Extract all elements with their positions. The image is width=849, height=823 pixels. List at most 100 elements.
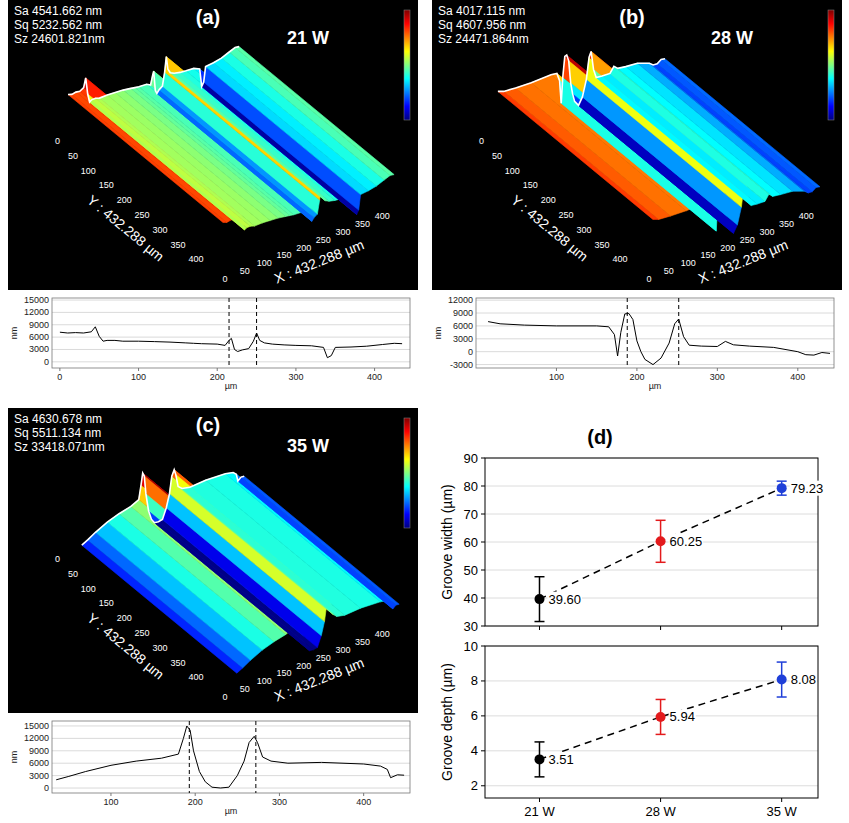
x-tick-label: 200 bbox=[210, 372, 225, 382]
x-tick-label: 400 bbox=[790, 372, 805, 382]
x-axis-title: X : 432.288 µm bbox=[272, 236, 366, 286]
profile-chart: 030006000900012000150000100200300400µmnm bbox=[8, 292, 418, 391]
x-tick-label: 350 bbox=[355, 637, 370, 647]
y-tick-label: 12000 bbox=[448, 295, 473, 305]
plot-frame bbox=[52, 721, 410, 793]
plot-area bbox=[488, 298, 830, 368]
grid-line bbox=[52, 337, 410, 338]
x-tick bbox=[781, 798, 782, 802]
surface-strip bbox=[221, 52, 384, 186]
surface-strip bbox=[626, 63, 793, 194]
y-tick-label: 6 bbox=[471, 708, 478, 723]
y-axis-title: nm bbox=[9, 327, 19, 340]
x-tick-label: 300 bbox=[710, 372, 725, 382]
y-tick-label: -3000 bbox=[450, 360, 473, 370]
error-cap bbox=[777, 494, 787, 496]
groove-chart: 24681021 W28 W35 WGroove depth (µm)3.515… bbox=[439, 639, 818, 820]
error-cap bbox=[777, 661, 787, 663]
x-tick-label: 350 bbox=[355, 219, 370, 229]
roughness-stat: Sq 5232.562 nm bbox=[14, 18, 102, 32]
surface-background bbox=[8, 0, 418, 290]
x-tick bbox=[660, 626, 661, 630]
chart-background bbox=[8, 715, 418, 815]
y-tick-label: 3000 bbox=[29, 344, 49, 354]
y-tick-label: 50 bbox=[464, 563, 478, 578]
error-cap bbox=[534, 776, 544, 778]
y-tick-label: 150 bbox=[99, 180, 114, 190]
y-tick bbox=[481, 486, 485, 487]
x-tick-label: 150 bbox=[276, 250, 291, 260]
y-tick-label: 9000 bbox=[453, 308, 473, 318]
x-tick-label: 100 bbox=[131, 372, 146, 382]
data-point bbox=[777, 675, 787, 685]
surface-strip bbox=[657, 59, 816, 191]
x-tick bbox=[110, 793, 111, 796]
x-tick-label: 350 bbox=[779, 219, 794, 229]
data-point bbox=[534, 594, 544, 604]
error-cap bbox=[656, 734, 666, 736]
x-tick-label: 100 bbox=[103, 797, 118, 807]
y-tick-label: 200 bbox=[117, 613, 132, 623]
x-tick-label: 200 bbox=[720, 243, 735, 253]
y-tick-label: 250 bbox=[135, 210, 150, 220]
surface-strip bbox=[235, 47, 394, 176]
grid-line bbox=[476, 351, 834, 352]
y-axis-title: Y : 432.288 µm bbox=[508, 192, 591, 265]
surface-background bbox=[432, 0, 842, 290]
error-cap bbox=[534, 741, 544, 743]
x-tick bbox=[660, 798, 661, 802]
grid-line bbox=[485, 542, 818, 543]
x-tick bbox=[717, 368, 718, 371]
grid-line bbox=[476, 300, 834, 301]
x-tick-label: 250 bbox=[740, 235, 755, 245]
surface-strip bbox=[241, 476, 399, 605]
y-tick-label: 8 bbox=[471, 673, 478, 688]
x-tick-label: 150 bbox=[700, 250, 715, 260]
profile-line bbox=[56, 726, 404, 788]
x-tick bbox=[363, 793, 364, 796]
x-tick-label: 400 bbox=[375, 211, 390, 221]
plot-frame bbox=[476, 298, 834, 368]
y-tick-label: 300 bbox=[153, 225, 168, 235]
x-tick-label: 21 W bbox=[524, 804, 555, 819]
y-tick-label: 400 bbox=[612, 254, 627, 264]
x-tick bbox=[59, 368, 60, 371]
y-tick-label: 250 bbox=[559, 210, 574, 220]
x-tick-label: 400 bbox=[367, 372, 382, 382]
y-axis-title: nm bbox=[433, 327, 443, 340]
y-tick bbox=[481, 542, 485, 543]
color-bar bbox=[404, 418, 410, 528]
y-tick bbox=[481, 646, 485, 647]
label-background bbox=[790, 672, 817, 687]
y-tick-label: 6000 bbox=[453, 321, 473, 331]
data-label: 39.60 bbox=[548, 592, 581, 607]
y-tick-label: 0 bbox=[44, 357, 49, 367]
surface-strip bbox=[190, 480, 361, 615]
x-tick bbox=[797, 368, 798, 371]
y-tick-label: 0 bbox=[479, 136, 484, 146]
x-tick-label: 400 bbox=[375, 629, 390, 639]
panel-letter: (d) bbox=[587, 426, 613, 448]
y-tick-label: 90 bbox=[464, 451, 478, 466]
x-axis-title: µm bbox=[225, 381, 238, 391]
y-tick-label: 100 bbox=[81, 166, 96, 176]
error-cap bbox=[777, 480, 787, 482]
panel-letter: (a) bbox=[196, 6, 220, 28]
label-background bbox=[669, 534, 704, 549]
y-tick-label: 100 bbox=[505, 166, 520, 176]
y-tick-label: 100 bbox=[81, 584, 96, 594]
label-background bbox=[547, 592, 582, 607]
chart-background bbox=[8, 292, 418, 390]
y-tick bbox=[481, 626, 485, 627]
y-tick-label: 200 bbox=[541, 195, 556, 205]
x-tick bbox=[295, 368, 296, 371]
x-tick-label: 50 bbox=[664, 266, 674, 276]
x-tick-label: 300 bbox=[759, 227, 774, 237]
x-tick-label: 200 bbox=[296, 243, 311, 253]
y-tick-label: 350 bbox=[170, 240, 185, 250]
y-tick-label: 350 bbox=[594, 240, 609, 250]
x-tick-label: 200 bbox=[188, 797, 203, 807]
roughness-stat: Sa 4541.662 nm bbox=[14, 4, 102, 18]
y-tick-label: 15000 bbox=[24, 721, 49, 731]
x-tick-label: 250 bbox=[316, 653, 331, 663]
